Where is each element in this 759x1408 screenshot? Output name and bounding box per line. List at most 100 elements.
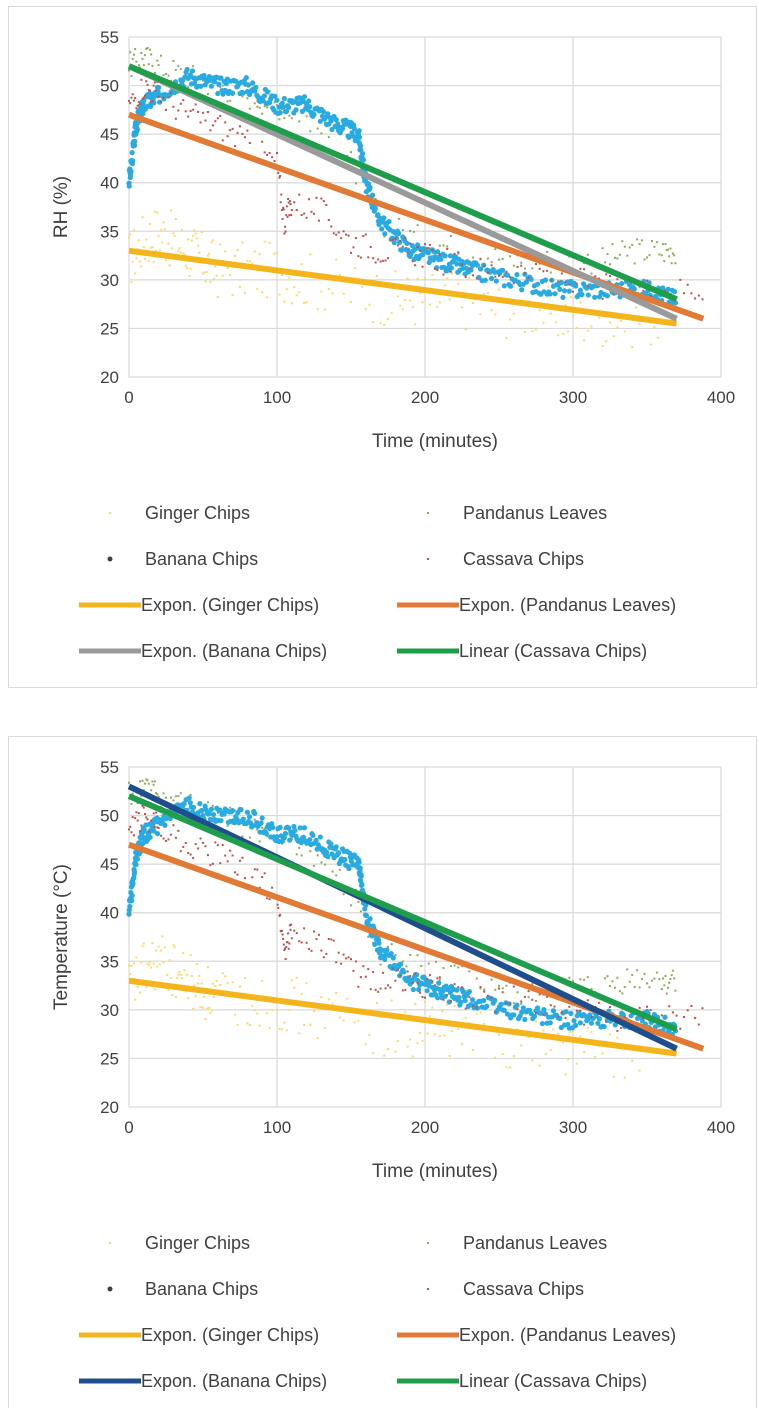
data-point	[538, 1064, 541, 1067]
data-point	[431, 255, 434, 258]
data-point	[679, 1027, 682, 1030]
temperature-chart: 20 25 30 35 40 45 50 55 0 100 200 300 400 Time (minut…	[51, 758, 735, 1391]
data-point	[177, 249, 180, 252]
data-point	[216, 81, 222, 87]
data-point	[156, 84, 162, 91]
data-point	[409, 299, 412, 302]
data-point	[157, 64, 160, 67]
data-point	[438, 976, 441, 979]
data-point	[396, 295, 399, 298]
y-tick-label: 55	[100, 758, 119, 777]
data-point	[404, 1011, 407, 1014]
data-point	[352, 969, 355, 972]
data-point	[129, 150, 135, 156]
data-point	[483, 1022, 486, 1025]
data-point	[132, 229, 135, 232]
data-point	[628, 980, 631, 983]
data-point	[248, 1024, 251, 1027]
data-point	[579, 267, 582, 270]
data-point	[155, 949, 158, 952]
data-point	[535, 263, 537, 266]
data-point	[147, 89, 150, 92]
data-point	[229, 806, 232, 809]
data-point	[674, 262, 677, 265]
data-point	[253, 1009, 256, 1012]
data-point	[531, 998, 534, 1001]
data-point	[638, 323, 641, 326]
data-point	[461, 1043, 463, 1046]
data-point	[206, 854, 209, 857]
data-point	[130, 75, 133, 78]
data-point	[512, 1054, 515, 1057]
data-point	[263, 831, 270, 837]
data-point	[557, 286, 563, 292]
data-point	[379, 987, 382, 990]
data-point	[276, 104, 278, 107]
data-point	[542, 321, 545, 324]
series-cassava-chips	[128, 78, 704, 304]
data-point	[670, 974, 673, 977]
legend-label: Ginger Chips	[145, 503, 250, 523]
data-point	[447, 989, 453, 996]
data-point	[633, 986, 636, 989]
data-point	[572, 1030, 574, 1033]
data-point	[655, 971, 658, 974]
data-point	[363, 902, 369, 908]
data-point	[406, 277, 409, 280]
data-point	[431, 1006, 434, 1009]
data-point	[358, 873, 364, 879]
data-point	[195, 963, 198, 966]
data-point	[646, 256, 648, 259]
legend-item-ginger-chips: Ginger Chips	[109, 1233, 250, 1253]
data-point	[363, 912, 369, 919]
data-point	[514, 272, 520, 278]
data-point	[148, 222, 151, 225]
data-point	[490, 309, 493, 312]
data-point	[163, 946, 166, 949]
data-point	[446, 247, 449, 250]
data-point	[646, 1005, 648, 1008]
data-point	[194, 843, 197, 846]
data-point	[293, 929, 296, 932]
legend-item-banana-chips: Banana Chips	[107, 549, 258, 569]
data-point	[328, 841, 334, 847]
data-point	[549, 1048, 552, 1051]
data-point	[597, 1001, 600, 1004]
data-point	[281, 835, 287, 841]
data-point	[489, 275, 495, 282]
data-point	[136, 986, 139, 989]
data-point	[409, 242, 412, 245]
data-point	[194, 232, 197, 235]
data-point	[266, 296, 269, 299]
data-point	[309, 253, 312, 256]
data-point	[199, 121, 202, 124]
data-point	[451, 272, 454, 275]
data-point	[287, 197, 290, 200]
data-point	[409, 1038, 412, 1041]
data-point	[494, 275, 497, 278]
data-point	[202, 111, 204, 114]
data-point	[315, 938, 318, 941]
data-point	[484, 1003, 490, 1009]
data-point	[636, 969, 639, 972]
data-point	[588, 1020, 595, 1026]
data-point	[523, 267, 526, 270]
data-point	[210, 811, 217, 818]
data-point	[592, 294, 598, 300]
data-point	[177, 829, 180, 832]
data-point	[357, 865, 363, 871]
data-point	[520, 1002, 523, 1005]
data-point	[634, 306, 637, 309]
data-point	[130, 803, 133, 806]
data-point	[231, 981, 234, 984]
data-point	[461, 263, 463, 266]
data-point	[288, 942, 291, 945]
data-point	[206, 810, 212, 817]
data-point	[216, 811, 219, 814]
data-point	[239, 285, 241, 288]
data-point	[161, 935, 164, 938]
data-point	[352, 246, 355, 249]
data-point	[653, 326, 656, 329]
data-point	[345, 957, 348, 960]
y-tick-label: 50	[100, 77, 119, 96]
